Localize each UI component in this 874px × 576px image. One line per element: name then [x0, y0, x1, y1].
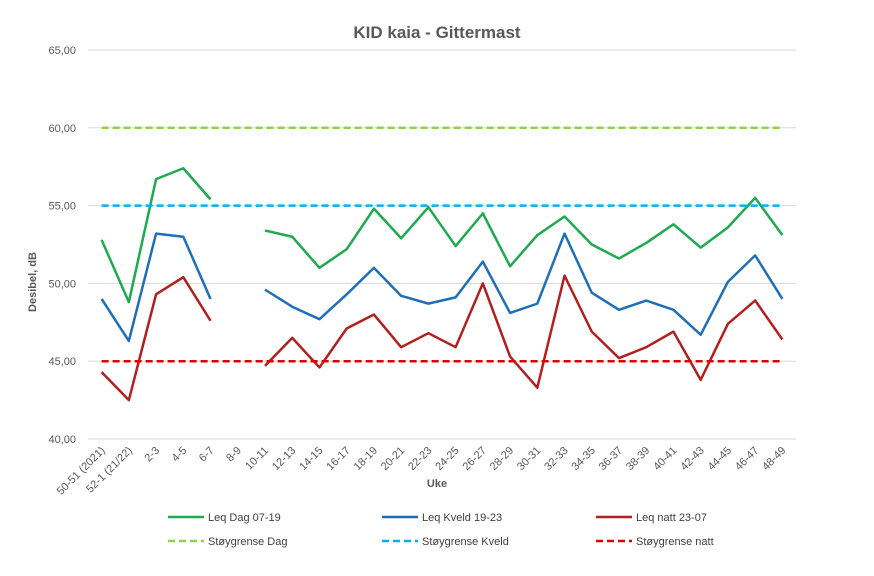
x-tick-label: 16-17 — [324, 445, 352, 473]
x-tick-label: 8-9 — [224, 445, 244, 465]
x-tick-label: 34-35 — [570, 445, 598, 473]
legend: Leq Dag 07-19 Leq Kveld 19-23 Leq natt 23-… — [168, 512, 714, 548]
x-tick-label: 42-43 — [678, 445, 706, 473]
series-line-1-segment-0 — [100, 232, 212, 343]
series-line-0-segment-0 — [100, 167, 212, 304]
y-tick-label: 45,00 — [48, 356, 76, 368]
x-tick-label: 46-47 — [733, 445, 761, 473]
x-tick-label: 28-29 — [488, 445, 516, 473]
legend-label-5: Støygrense natt — [636, 536, 714, 548]
y-tick-label: 55,00 — [48, 201, 76, 213]
x-tick-label: 20-21 — [379, 445, 407, 473]
x-tick-label: 36-37 — [597, 445, 625, 473]
x-tick-label: 26-27 — [461, 445, 489, 473]
y-tick-label: 60,00 — [48, 123, 76, 135]
y-tick-label: 40,00 — [48, 434, 76, 446]
y-tick-label: 50,00 — [48, 278, 76, 290]
x-tick-label: 40-41 — [651, 445, 679, 473]
x-tick-labels: 50-51 (2021)52-1 (21/22) 2-3 4-5 6-7 8-9 10-1… — [55, 445, 789, 498]
x-tick-label: 22-23 — [406, 445, 434, 473]
x-tick-label: 32-33 — [542, 445, 570, 473]
series-line-2-segment-1 — [264, 274, 784, 389]
x-tick-label: 18-19 — [352, 445, 380, 473]
x-tick-label: 30-31 — [515, 445, 543, 473]
legend-label-2: Leq natt 23-07 — [636, 512, 707, 524]
series-line-1-segment-1 — [264, 232, 784, 336]
x-tick-label: 2-3 — [142, 445, 162, 465]
legend-label-0: Leq Dag 07-19 — [208, 512, 281, 524]
x-tick-label: 10-11 — [243, 445, 271, 473]
legend-label-3: Støygrense Dag — [208, 536, 287, 548]
x-tick-label: 14-15 — [297, 445, 325, 473]
x-axis-label: Uke — [427, 478, 447, 490]
x-tick-label: 4-5 — [170, 445, 190, 465]
series-line-2-segment-0 — [100, 275, 212, 402]
x-tick-label: 6-7 — [197, 445, 217, 465]
series-lines — [100, 126, 784, 402]
x-tick-label: 48-49 — [760, 445, 788, 473]
x-tick-label: 12-13 — [270, 445, 298, 473]
y-tick-label: 65,00 — [48, 45, 76, 57]
y-tick-labels: 40,00 45,00 50,00 55,00 60,00 65,00 — [48, 45, 76, 446]
series-line-0-segment-1 — [264, 196, 784, 270]
legend-label-1: Leq Kveld 19-23 — [422, 512, 502, 524]
legend-label-4: Støygrense Kveld — [422, 536, 509, 548]
x-tick-label: 24-25 — [433, 445, 461, 473]
grid-lines — [88, 49, 796, 440]
x-tick-label: 38-39 — [624, 445, 652, 473]
y-axis-label: Desibel, dB — [27, 252, 39, 312]
chart-title: KID kaia - Gittermast — [353, 23, 521, 42]
x-tick-label: 44-45 — [706, 445, 734, 473]
